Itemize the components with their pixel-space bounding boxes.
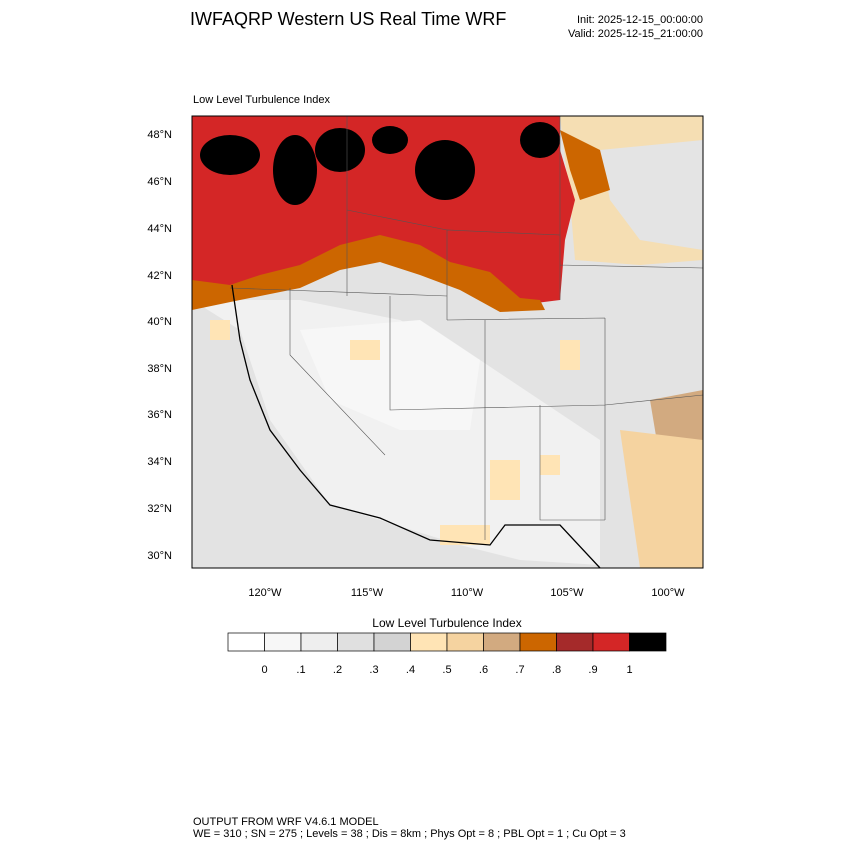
footer-line: WE = 310 ; SN = 275 ; Levels = 38 ; Dis … <box>193 828 626 840</box>
lat-label: 38°N <box>147 363 172 375</box>
lon-label: 105°W <box>550 587 584 599</box>
colorbar-box <box>446 632 484 652</box>
lat-label: 42°N <box>147 270 172 282</box>
lat-label: 48°N <box>147 129 172 141</box>
colorbar-box <box>483 632 521 652</box>
map-subtitle: Low Level Turbulence Index <box>193 94 330 106</box>
lat-label: 36°N <box>147 409 172 421</box>
colorbar-label: .3 <box>369 664 378 676</box>
footer-line: OUTPUT FROM WRF V4.6.1 MODEL <box>193 816 379 828</box>
colorbar-label: .6 <box>479 664 488 676</box>
colorbar-box <box>264 632 302 652</box>
lat-label: 32°N <box>147 503 172 515</box>
colorbar-title: Low Level Turbulence Index <box>372 616 521 630</box>
colorbar: 0 .1 .2 .3 .4 .5 .6 .7 .8 .9 1 <box>227 632 667 676</box>
lon-labels: 120°W 115°W 110°W 105°W 100°W <box>248 587 685 599</box>
colorbar-label: .9 <box>588 664 597 676</box>
init-time: Init: 2025-12-15_00:00:00 <box>577 14 703 26</box>
colorbar-label: .7 <box>515 664 524 676</box>
lon-label: 115°W <box>351 587 384 599</box>
lon-label: 110°W <box>451 587 484 599</box>
lon-label: 100°W <box>651 587 685 599</box>
colorbar-box <box>300 632 338 652</box>
colorbar-box <box>519 632 557 652</box>
lat-label: 44°N <box>147 223 172 235</box>
colorbar-box <box>592 632 630 652</box>
colorbar-box <box>337 632 375 652</box>
colorbar-label: .8 <box>552 664 561 676</box>
colorbar-box <box>410 632 448 652</box>
colorbar-box <box>227 632 265 652</box>
colorbar-box <box>373 632 411 652</box>
colorbar-label: .1 <box>296 664 305 676</box>
lat-label: 40°N <box>147 316 172 328</box>
map-field <box>192 116 703 568</box>
lon-label: 120°W <box>248 587 282 599</box>
colorbar-label: .5 <box>442 664 451 676</box>
valid-time: Valid: 2025-12-15_21:00:00 <box>568 28 703 40</box>
colorbar-label: .4 <box>406 664 415 676</box>
map-frame <box>191 115 704 569</box>
lat-label: 46°N <box>147 176 172 188</box>
lat-label: 34°N <box>147 456 172 468</box>
colorbar-label: 0 <box>261 664 267 676</box>
colorbar-label: .2 <box>333 664 342 676</box>
colorbar-box <box>556 632 594 652</box>
title: IWFAQRP Western US Real Time WRF <box>190 9 506 29</box>
colorbar-label: 1 <box>626 664 632 676</box>
lat-labels: 48°N 46°N 44°N 42°N 40°N 38°N 36°N 34°N … <box>147 129 172 562</box>
colorbar-box <box>629 632 667 652</box>
lat-label: 30°N <box>147 550 172 562</box>
